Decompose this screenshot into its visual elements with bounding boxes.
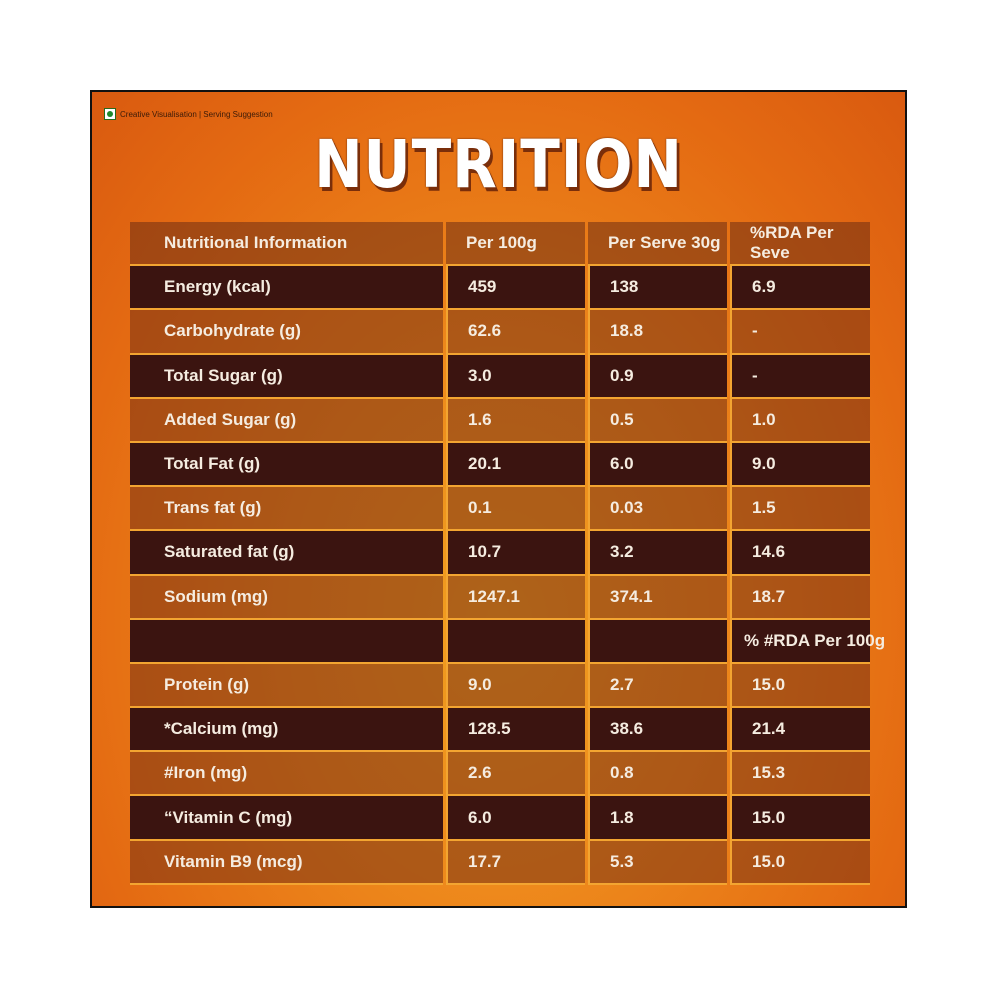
table-cell: 9.0 <box>446 663 585 709</box>
table-cell: 18.7 <box>730 575 870 620</box>
table-row: Added Sugar (g) 1.6 0.5 1.0 <box>130 398 870 443</box>
table-cell: 15.0 <box>730 840 870 885</box>
table-cell: 2.7 <box>588 663 727 709</box>
table-cell: 0.03 <box>588 487 727 532</box>
badge-text: Creative Visualisation | Serving Suggest… <box>120 109 273 119</box>
table-cell: 128.5 <box>446 708 585 753</box>
table-cell: 20.1 <box>446 442 585 488</box>
table-cell: 14.6 <box>730 531 870 576</box>
table-row: Protein (g) 9.0 2.7 15.0 <box>130 663 870 709</box>
table-cell: Carbohydrate (g) <box>130 310 443 355</box>
table-cell: *Calcium (mg) <box>130 708 443 753</box>
table-cell: 1247.1 <box>446 575 585 620</box>
table-cell: Energy (kcal) <box>130 266 443 311</box>
table-cell: 62.6 <box>446 310 585 355</box>
table-cell: “Vitamin C (mg) <box>130 796 443 841</box>
table-row: Carbohydrate (g) 62.6 18.8- <box>130 310 870 355</box>
table-cell: 0.8 <box>588 752 727 797</box>
table-cell: 9.0 <box>730 442 870 488</box>
table-row: Total Fat (g) 20.1 6.0 9.0 <box>130 442 870 488</box>
table-cell: 0.9 <box>588 354 727 399</box>
subheader-cell: % #RDA Per 100g <box>730 619 885 664</box>
table-row: Vitamin B9 (mcg) 17.7 5.3 15.0 <box>130 840 870 885</box>
table-cell: 15.0 <box>730 796 870 841</box>
veg-icon <box>104 108 116 120</box>
empty-cell <box>588 619 727 664</box>
table-cell: 459 <box>446 266 585 311</box>
table-cell: 10.7 <box>446 531 585 576</box>
table-cell: 38.6 <box>588 708 727 753</box>
table-cell: Trans fat (g) <box>130 487 443 532</box>
table-cell: #Iron (mg) <box>130 752 443 797</box>
header-cell: %RDA Per Seve <box>730 222 870 267</box>
table-cell: 1.5 <box>730 487 870 532</box>
badge: Creative Visualisation | Serving Suggest… <box>104 108 273 120</box>
empty-cell <box>446 619 585 664</box>
table-cell: 1.6 <box>446 398 585 443</box>
table-cell: 0.1 <box>446 487 585 532</box>
table-cell: 6.0 <box>446 796 585 841</box>
table-cell: 1.0 <box>730 398 870 443</box>
table-cell: 2.6 <box>446 752 585 797</box>
table-cell: 15.3 <box>730 752 870 797</box>
header-cell: Per 100g <box>446 222 585 267</box>
table-cell: 3.2 <box>588 531 727 576</box>
table-cell: 17.7 <box>446 840 585 885</box>
table-cell: 138 <box>588 266 727 311</box>
table-row: “Vitamin C (mg) 6.0 1.8 15.0 <box>130 796 870 841</box>
table-cell: Total Fat (g) <box>130 442 443 488</box>
table-cell: Vitamin B9 (mcg) <box>130 840 443 885</box>
table-cell: 3.0 <box>446 354 585 399</box>
table-cell: 21.4 <box>730 708 870 753</box>
table-row: Saturated fat (g) 10.7 3.2 14.6 <box>130 531 870 576</box>
table-cell: 5.3 <box>588 840 727 885</box>
table-cell: 374.1 <box>588 575 727 620</box>
table-row: Energy (kcal) 459 138 6.9 <box>130 266 870 311</box>
table-cell: Total Sugar (g) <box>130 354 443 399</box>
table-cell: 6.0 <box>588 442 727 488</box>
table-cell: - <box>730 310 870 355</box>
header-cell: Nutritional Information <box>130 222 443 267</box>
table-cell: Sodium (mg) <box>130 575 443 620</box>
empty-cell <box>130 619 443 664</box>
table-cell: Added Sugar (g) <box>130 398 443 443</box>
table-cell: 1.8 <box>588 796 727 841</box>
header-row: Nutritional Information Per 100g Per Serve… <box>130 222 870 267</box>
table-cell: 6.9 <box>730 266 870 311</box>
table-cell: 0.5 <box>588 398 727 443</box>
subheader-row: % #RDA Per 100g <box>130 619 885 664</box>
title: NUTRITION <box>314 126 683 203</box>
nutrition-panel: Creative Visualisation | Serving Suggest… <box>90 90 907 908</box>
table-row: Trans fat (g) 0.1 0.03 1.5 <box>130 487 870 532</box>
table-cell: 15.0 <box>730 663 870 709</box>
nutrition-table: Nutritional Information Per 100g Per Serve… <box>130 222 885 885</box>
table-row: Total Sugar (g) 3.0 0.9- <box>130 354 870 399</box>
table-row: *Calcium (mg) 128.5 38.6 21.4 <box>130 708 870 753</box>
table-row: #Iron (mg) 2.6 0.8 15.3 <box>130 752 870 797</box>
header-cell: Per Serve 30g <box>588 222 727 267</box>
table-cell: Saturated fat (g) <box>130 531 443 576</box>
table-cell: - <box>730 354 870 399</box>
table-cell: Protein (g) <box>130 663 443 709</box>
table-row: Sodium (mg) 1247.1 374.1 18.7 <box>130 575 870 620</box>
table-cell: 18.8 <box>588 310 727 355</box>
